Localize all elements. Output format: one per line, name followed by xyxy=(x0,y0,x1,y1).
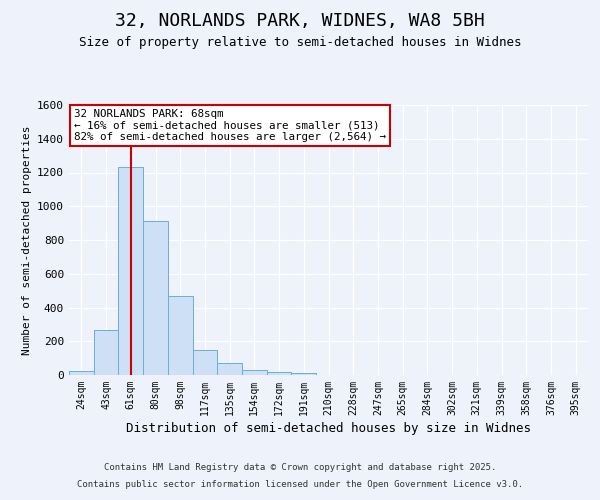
Bar xyxy=(143,222,168,375)
Bar xyxy=(292,373,316,375)
Bar xyxy=(267,372,292,375)
Bar xyxy=(94,330,118,375)
Bar xyxy=(69,371,94,375)
Text: 32 NORLANDS PARK: 68sqm
← 16% of semi-detached houses are smaller (513)
82% of s: 32 NORLANDS PARK: 68sqm ← 16% of semi-de… xyxy=(74,109,386,142)
Bar xyxy=(168,296,193,375)
Text: 32, NORLANDS PARK, WIDNES, WA8 5BH: 32, NORLANDS PARK, WIDNES, WA8 5BH xyxy=(115,12,485,30)
Text: Contains public sector information licensed under the Open Government Licence v3: Contains public sector information licen… xyxy=(77,480,523,489)
X-axis label: Distribution of semi-detached houses by size in Widnes: Distribution of semi-detached houses by … xyxy=(126,422,531,435)
Bar xyxy=(242,370,267,375)
Y-axis label: Number of semi-detached properties: Number of semi-detached properties xyxy=(22,125,32,355)
Bar xyxy=(118,168,143,375)
Text: Size of property relative to semi-detached houses in Widnes: Size of property relative to semi-detach… xyxy=(79,36,521,49)
Bar xyxy=(217,363,242,375)
Text: Contains HM Land Registry data © Crown copyright and database right 2025.: Contains HM Land Registry data © Crown c… xyxy=(104,464,496,472)
Bar xyxy=(193,350,217,375)
